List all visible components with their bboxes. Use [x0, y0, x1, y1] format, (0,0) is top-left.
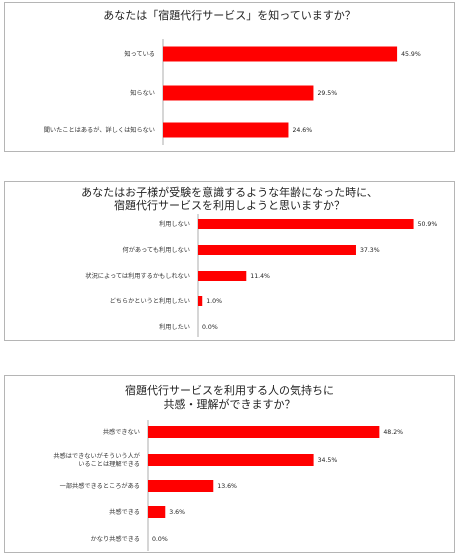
bar-1	[148, 426, 380, 438]
bar-2	[198, 245, 356, 255]
bar-1	[198, 219, 414, 229]
value-label-2: 37.3%	[360, 247, 380, 254]
chart-title-3: 宿題代行サービスを利用する人の気持ちに 共感・理解ができますか？	[5, 384, 454, 412]
chart-title-2: あなたはお子様が受験を意識するような年齢になった時に、 宿題代行サービスを利用し…	[5, 186, 454, 212]
chart-title-3-line-2: 共感・理解ができますか？	[163, 398, 296, 411]
chart-panel-3: 宿題代行サービスを利用する人の気持ちに 共感・理解ができますか？ 48.2% 共感…	[4, 375, 455, 553]
bar-3	[163, 122, 289, 138]
bar-3	[148, 480, 214, 492]
chart-panel-2: あなたはお子様が受験を意識するような年齢になった時に、 宿題代行サービスを利用し…	[4, 181, 455, 341]
value-label-1: 50.9%	[418, 221, 438, 228]
bar-2	[148, 454, 314, 466]
category-label-3: 聞いたことはあるが、詳しくは知らない	[44, 126, 155, 134]
chart-title-2-line-1: あなたはお子様が受験を意識するような年齢になった時に、	[81, 186, 378, 199]
category-label-3: 状況によっては利用するかもしれない	[85, 272, 190, 280]
bar-4	[198, 296, 203, 306]
category-label-5: かなり共感できる	[91, 535, 140, 543]
value-label-3: 24.6%	[292, 127, 312, 134]
value-label-5: 0.0%	[202, 324, 218, 331]
value-label-3: 13.6%	[217, 483, 237, 490]
bar-1	[163, 46, 398, 62]
value-label-4: 3.6%	[169, 509, 185, 516]
chart-plot-3: 48.2% 共感できない 34.5% 共感はできないがそういう人がいることは理解できる…	[53, 420, 403, 551]
category-label-5: 利用したい	[159, 323, 190, 331]
chart-plot-1: 45.9% 知っている 29.5% 知らない 24.6% 聞いたことはあるが、詳しくは知ら…	[44, 39, 421, 145]
value-label-5: 0.0%	[152, 536, 168, 543]
chart-title-3-line-1: 宿題代行サービスを利用する人の気持ちに	[125, 384, 334, 397]
category-label-2: 知らない	[130, 89, 155, 97]
category-label-2: 何があっても利用しない	[123, 246, 190, 254]
chart-panel-1: あなたは「宿題代行サービス」を知っていますか？ 45.9% 知っている 29.5% 知…	[4, 2, 455, 152]
value-label-2: 34.5%	[318, 457, 338, 464]
category-label-3: 一部共感できるところがある	[60, 482, 140, 490]
value-label-1: 45.9%	[401, 51, 421, 58]
value-label-3: 11.4%	[250, 273, 270, 280]
category-label-1: 知っている	[124, 50, 155, 58]
value-label-1: 48.2%	[383, 429, 403, 436]
category-label-4: 共感できる	[109, 508, 140, 516]
category-label-4: どちらかというと利用したい	[110, 297, 190, 305]
category-label-1: 利用しない	[159, 220, 190, 228]
chart-title-1: あなたは「宿題代行サービス」を知っていますか？	[103, 9, 356, 22]
category-label-1: 共感できない	[103, 428, 140, 436]
bar-2	[163, 85, 314, 101]
value-label-4: 1.0%	[206, 298, 222, 305]
bar-4	[148, 506, 166, 518]
category-label-2-line-2: いることは理解できる	[78, 460, 140, 468]
category-label-2-line-1: 共感はできないがそういう人が	[53, 452, 140, 460]
chart-title-2-line-2: 宿題代行サービスを利用しようと思いますか？	[114, 199, 345, 212]
bar-3	[198, 271, 247, 281]
chart-plot-2: 50.9% 利用しない 37.3% 何があっても利用しない 11.4% 状況によっては利用…	[85, 214, 438, 337]
value-label-2: 29.5%	[317, 90, 337, 97]
